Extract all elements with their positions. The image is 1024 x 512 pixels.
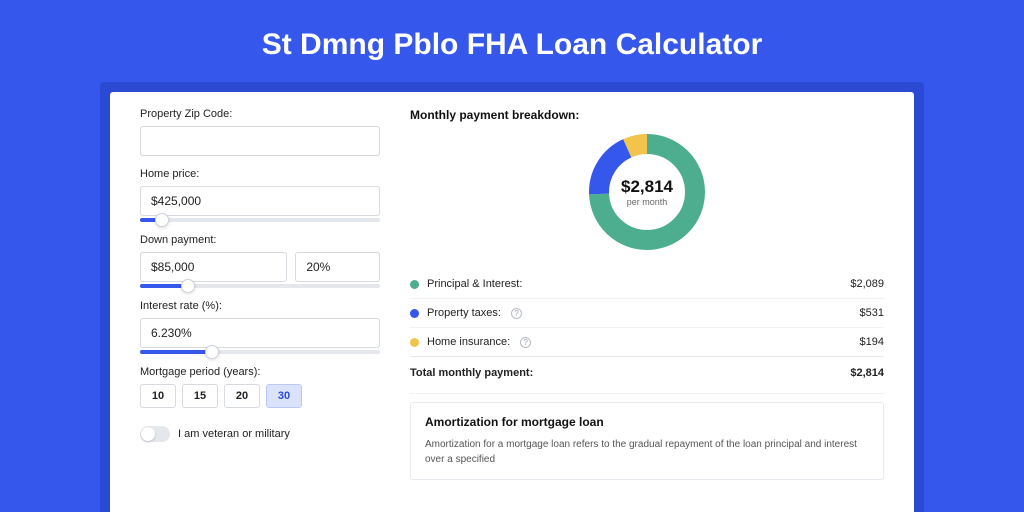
interest-label: Interest rate (%): bbox=[140, 300, 380, 312]
down-payment-slider[interactable] bbox=[140, 284, 380, 288]
legend-label: Principal & Interest: bbox=[427, 278, 522, 290]
amortization-text: Amortization for a mortgage loan refers … bbox=[425, 437, 869, 467]
legend-value: $194 bbox=[860, 336, 884, 348]
legend-value: $2,089 bbox=[850, 278, 884, 290]
period-label: Mortgage period (years): bbox=[140, 366, 380, 378]
amortization-title: Amortization for mortgage loan bbox=[425, 415, 869, 429]
zip-field: Property Zip Code: bbox=[140, 108, 380, 156]
legend: Principal & Interest: $2,089 Property taxe… bbox=[410, 270, 884, 356]
page-title: St Dmng Pblo FHA Loan Calculator bbox=[0, 0, 1024, 82]
breakdown-title: Monthly payment breakdown: bbox=[410, 108, 884, 122]
slider-thumb[interactable] bbox=[181, 279, 195, 293]
calculator-card: Property Zip Code: Home price: Down paym… bbox=[110, 92, 914, 512]
zip-input[interactable] bbox=[140, 126, 380, 156]
veteran-toggle[interactable] bbox=[140, 426, 170, 442]
legend-label: Home insurance: bbox=[427, 336, 510, 348]
legend-row: Property taxes:? $531 bbox=[410, 299, 884, 328]
slider-thumb[interactable] bbox=[155, 213, 169, 227]
legend-label: Property taxes: bbox=[427, 307, 501, 319]
home-price-input[interactable] bbox=[140, 186, 380, 216]
total-value: $2,814 bbox=[850, 367, 884, 379]
down-payment-field: Down payment: bbox=[140, 234, 380, 288]
legend-dot bbox=[410, 280, 419, 289]
donut-amount: $2,814 bbox=[621, 177, 673, 197]
period-button-10[interactable]: 10 bbox=[140, 384, 176, 408]
form-panel: Property Zip Code: Home price: Down paym… bbox=[140, 108, 380, 512]
legend-total-row: Total monthly payment: $2,814 bbox=[410, 356, 884, 394]
home-price-slider[interactable] bbox=[140, 218, 380, 222]
donut-sub: per month bbox=[627, 197, 668, 207]
veteran-row: I am veteran or military bbox=[140, 426, 380, 442]
period-button-30[interactable]: 30 bbox=[266, 384, 302, 408]
veteran-label: I am veteran or military bbox=[178, 428, 290, 440]
donut-center: $2,814 per month bbox=[587, 132, 707, 252]
interest-field: Interest rate (%): bbox=[140, 300, 380, 354]
legend-dot bbox=[410, 309, 419, 318]
slider-thumb[interactable] bbox=[205, 345, 219, 359]
legend-row: Home insurance:? $194 bbox=[410, 328, 884, 356]
total-label: Total monthly payment: bbox=[410, 367, 533, 379]
amortization-box: Amortization for mortgage loan Amortizat… bbox=[410, 402, 884, 480]
donut-chart: $2,814 per month bbox=[410, 132, 884, 252]
legend-dot bbox=[410, 338, 419, 347]
down-payment-input[interactable] bbox=[140, 252, 287, 282]
interest-input[interactable] bbox=[140, 318, 380, 348]
info-icon[interactable]: ? bbox=[520, 337, 531, 348]
down-payment-pct-input[interactable] bbox=[295, 252, 380, 282]
home-price-label: Home price: bbox=[140, 168, 380, 180]
card-shadow: Property Zip Code: Home price: Down paym… bbox=[100, 82, 924, 512]
period-field: Mortgage period (years): 10152030 bbox=[140, 366, 380, 408]
home-price-field: Home price: bbox=[140, 168, 380, 222]
interest-slider[interactable] bbox=[140, 350, 380, 354]
info-icon[interactable]: ? bbox=[511, 308, 522, 319]
legend-value: $531 bbox=[860, 307, 884, 319]
period-button-20[interactable]: 20 bbox=[224, 384, 260, 408]
breakdown-panel: Monthly payment breakdown: $2,814 per mo… bbox=[410, 108, 884, 512]
toggle-knob bbox=[141, 427, 155, 441]
down-payment-label: Down payment: bbox=[140, 234, 380, 246]
period-button-15[interactable]: 15 bbox=[182, 384, 218, 408]
legend-row: Principal & Interest: $2,089 bbox=[410, 270, 884, 299]
zip-label: Property Zip Code: bbox=[140, 108, 380, 120]
